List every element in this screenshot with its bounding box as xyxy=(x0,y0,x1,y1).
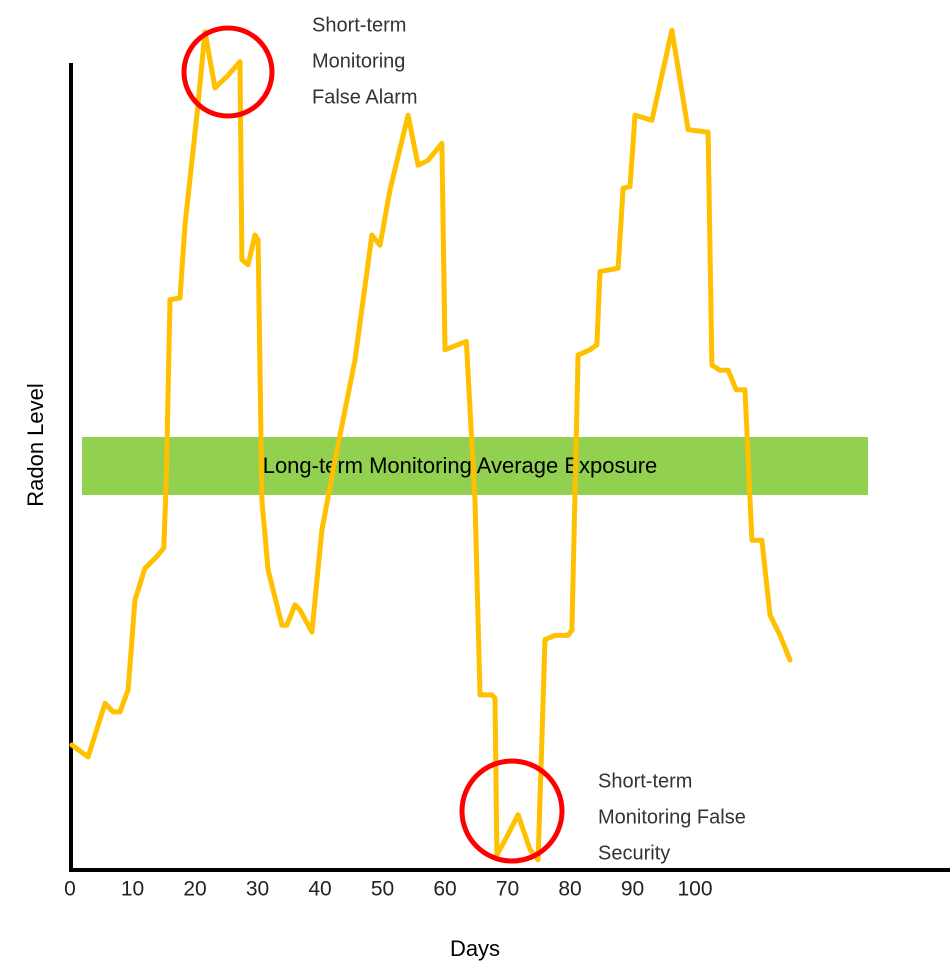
x-tick-label: 100 xyxy=(677,878,712,901)
x-tick-label: 30 xyxy=(246,878,269,901)
security-circle xyxy=(459,758,565,864)
x-tick-label: 70 xyxy=(496,878,519,901)
x-tick-label: 10 xyxy=(121,878,144,901)
annotation-line: Short-term xyxy=(598,770,692,792)
annotation-line: False Alarm xyxy=(312,86,418,108)
data-line xyxy=(69,27,793,863)
x-tick-label: 50 xyxy=(371,878,394,901)
annotation-line: Short-term xyxy=(312,14,406,36)
alarm-circle xyxy=(181,25,275,119)
plot xyxy=(69,27,793,863)
y-axis-label: Radon Level xyxy=(23,383,48,507)
x-tick-label: 80 xyxy=(558,878,581,901)
x-tick-label: 40 xyxy=(308,878,331,901)
annotation-line: Monitoring False xyxy=(598,806,746,828)
annotation-line: Monitoring xyxy=(312,50,405,72)
x-tick-label: 0 xyxy=(64,878,76,901)
annotation-line: Security xyxy=(598,842,670,864)
x-tick-label: 20 xyxy=(183,878,206,901)
x-tick-label: 90 xyxy=(621,878,644,901)
x-tick-label: 60 xyxy=(433,878,456,901)
band-label: Long-term Monitoring Average Exposure xyxy=(263,453,658,478)
x-axis-label: Days xyxy=(450,936,500,961)
